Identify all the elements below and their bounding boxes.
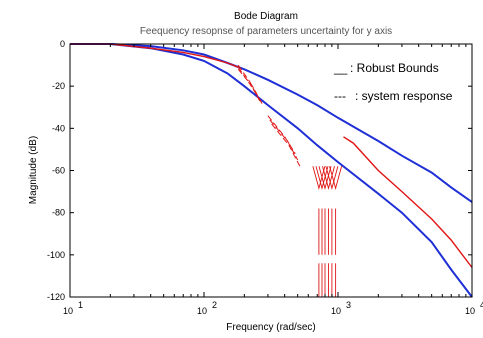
resonance-notch [312,166,326,191]
resonance-notch [318,166,332,191]
y-tick-label: -40 [52,123,65,133]
x-tick-exponent: 2 [212,300,217,310]
system-response-dash [267,115,296,154]
system-response-dash [237,64,261,102]
y-tick-label: -100 [47,250,65,260]
axis-ticks: 0 -20 -40 -60 -80 -100 -120 10 1 10 2 10 3 10 4 [47,39,483,316]
chart-title: Bode Diagram [234,11,298,22]
y-tick-label: -120 [47,292,65,302]
legend: __ : Robust Bounds --- : system response [333,61,453,103]
y-tick-label: -20 [52,81,65,91]
legend-label-bounds: : Robust Bounds [350,61,439,75]
resonance-notch [329,166,343,191]
system-response-line [343,136,473,268]
robust-bound-line [70,43,473,298]
x-tick-label: 10 [465,306,475,316]
x-tick-label: 10 [197,306,207,316]
system-response-dash [271,123,301,167]
y-axis-label: Magnitude (dB) [28,136,39,204]
x-tick-exponent: 3 [346,300,351,310]
system-response-dash [269,119,299,161]
resonance-notch [322,166,335,191]
chart-subtitle: Feequency resopnse of parameters uncerta… [140,26,392,37]
resonance-notch [325,166,339,191]
system-response-dash [237,68,264,106]
resonance-notch [315,166,329,191]
legend-marker-bounds: __ [333,61,348,75]
y-tick-label: -80 [52,208,65,218]
robust-bound-line [70,43,473,203]
x-tick-label: 10 [331,306,341,316]
system-response-dash [237,66,263,104]
x-axis-label: Frequency (rad/sec) [226,322,315,333]
x-tick-label: 10 [63,306,73,316]
y-tick-label: -60 [52,166,65,176]
legend-marker-response: --- [334,89,346,103]
x-tick-exponent: 1 [78,300,83,310]
legend-label-response: : system response [355,89,453,103]
plot-area [70,43,473,298]
x-tick-exponent: 4 [480,300,483,310]
y-tick-label: 0 [60,39,65,49]
